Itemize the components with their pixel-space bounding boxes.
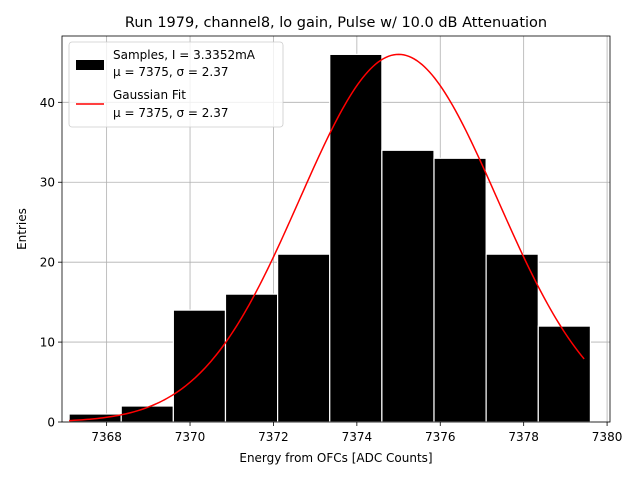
y-axis-label: Entries bbox=[15, 208, 29, 250]
legend-frame bbox=[68, 41, 284, 128]
legend-samples-label: Samples, I = 3.3352mA bbox=[113, 48, 256, 62]
x-tick-label: 7368 bbox=[91, 430, 122, 444]
legend: Samples, I = 3.3352mA μ = 7375, σ = 2.37… bbox=[68, 41, 284, 128]
legend-samples-swatch bbox=[76, 60, 104, 70]
legend-samples-stats: μ = 7375, σ = 2.37 bbox=[113, 65, 229, 79]
histogram-bar bbox=[172, 309, 227, 423]
gaussian-fit-line bbox=[69, 53, 585, 422]
x-axis-ticks: 7368 7370 7372 7374 7376 7378 7380 bbox=[91, 422, 622, 444]
histogram-bar bbox=[485, 253, 539, 423]
y-tick-label: 10 bbox=[40, 336, 55, 350]
histogram-bar bbox=[120, 405, 174, 423]
legend-fit-label: Gaussian Fit bbox=[113, 88, 186, 102]
y-tick-label: 30 bbox=[40, 176, 55, 190]
y-tick-label: 40 bbox=[40, 96, 55, 110]
x-tick-label: 7378 bbox=[508, 430, 539, 444]
histogram-bar bbox=[329, 53, 383, 423]
histogram-bar bbox=[381, 149, 435, 423]
x-tick-label: 7380 bbox=[592, 430, 623, 444]
histogram-bar bbox=[277, 253, 331, 423]
legend-fit-stats: μ = 7375, σ = 2.37 bbox=[113, 106, 229, 120]
plot-frame bbox=[61, 35, 611, 423]
y-tick-label: 0 bbox=[47, 416, 55, 430]
histogram-bar bbox=[433, 157, 487, 423]
histogram-bar bbox=[224, 293, 279, 423]
x-tick-label: 7372 bbox=[258, 430, 289, 444]
chart-title: Run 1979, channel8, lo gain, Pulse w/ 10… bbox=[125, 15, 547, 31]
histogram-bars bbox=[68, 53, 591, 423]
y-axis-ticks: 0 10 20 30 40 bbox=[40, 96, 62, 430]
y-tick-label: 20 bbox=[40, 256, 55, 270]
x-tick-label: 7370 bbox=[175, 430, 206, 444]
x-axis-label: Energy from OFCs [ADC Counts] bbox=[239, 451, 432, 465]
x-tick-label: 7374 bbox=[342, 430, 373, 444]
histogram-bar bbox=[537, 325, 591, 423]
x-tick-label: 7376 bbox=[425, 430, 456, 444]
